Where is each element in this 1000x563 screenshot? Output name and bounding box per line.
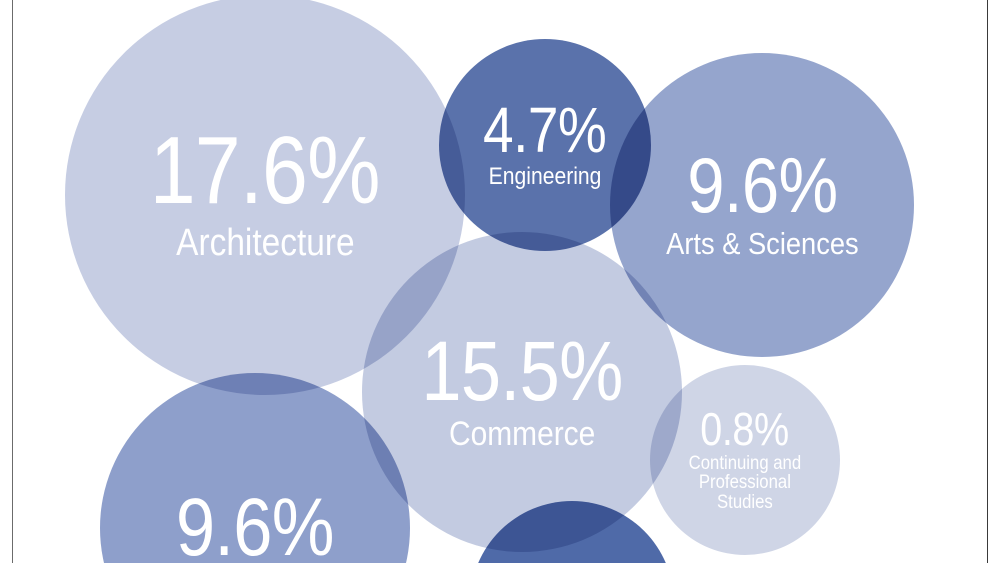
bubble-label-continuing-and-professional-studies: Continuing and Professional Studies [688,453,802,513]
bubble-label-commerce: Commerce [448,414,596,453]
bubble-percent-engineering: 4.7% [483,93,607,166]
bubble-percent-bubble-lower-left: 9.6% [176,482,335,563]
bubble-arts-and-sciences[interactable]: 9.6% Arts & Sciences [610,53,914,357]
frame-rule-left [12,0,13,563]
bubble-percent-architecture: 17.6% [150,117,381,225]
bubble-architecture[interactable]: 17.6% Architecture [65,0,465,395]
bubble-commerce[interactable]: 15.5% Commerce [362,232,682,552]
bubble-percent-commerce: 15.5% [421,323,623,418]
bubble-label-arts-and-sciences: Arts & Sciences [665,226,859,262]
bubble-label-architecture: Architecture [175,221,355,264]
frame-rule-right [987,0,988,563]
bubble-percent-arts-and-sciences: 9.6% [686,141,838,230]
bubble-percent-continuing-and-professional-studies: 0.8% [700,402,790,455]
bubble-engineering[interactable]: 4.7% Engineering [439,39,651,251]
bubble-label-engineering: Engineering [488,162,602,190]
bubble-continuing-and-professional-studies[interactable]: 0.8% Continuing and Professional Studies [650,365,840,555]
